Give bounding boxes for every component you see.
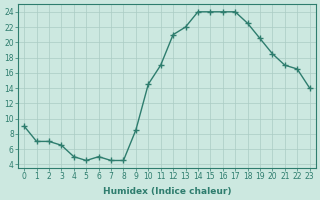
X-axis label: Humidex (Indice chaleur): Humidex (Indice chaleur) [103,187,231,196]
